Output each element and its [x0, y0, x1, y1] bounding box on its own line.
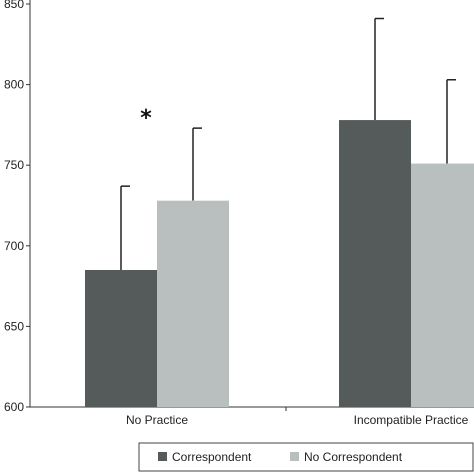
bar [339, 120, 411, 408]
y-tick-label: 650 [4, 319, 24, 333]
y-axis-ticks: 600 650 700 750 800 850 [4, 0, 30, 414]
legend-swatch [158, 452, 167, 461]
annotations: * [140, 106, 152, 131]
x-tick-label: No Practice [126, 413, 188, 427]
x-axis-ticks: No Practice Incompatible Practice [126, 407, 469, 427]
bars [85, 120, 474, 408]
legend-label: No Correspondent [304, 450, 403, 464]
y-tick-label: 700 [4, 239, 24, 253]
error-bars [120, 17, 456, 270]
bar [157, 200, 229, 407]
legend: Correspondent No Correspondent [138, 442, 474, 472]
bar [85, 269, 157, 407]
x-tick-label: Incompatible Practice [354, 413, 469, 427]
y-tick-label: 750 [4, 158, 24, 172]
legend-box [138, 442, 474, 472]
bar [411, 163, 474, 407]
legend-swatch [290, 452, 299, 461]
y-tick-label: 600 [4, 400, 24, 414]
significance-marker: * [140, 106, 152, 131]
legend-label: Correspondent [172, 450, 252, 464]
y-tick-label: 850 [4, 0, 24, 11]
y-tick-label: 800 [4, 78, 24, 92]
